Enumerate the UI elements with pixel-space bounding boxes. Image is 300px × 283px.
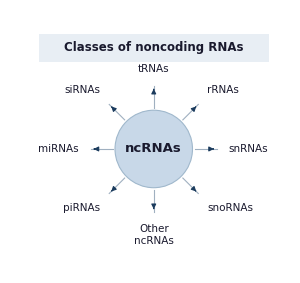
Text: ncRNAs: ncRNAs — [125, 142, 182, 155]
FancyBboxPatch shape — [39, 34, 269, 62]
Text: siRNAs: siRNAs — [64, 85, 100, 95]
Text: tRNAs: tRNAs — [138, 64, 169, 74]
Text: Other
ncRNAs: Other ncRNAs — [134, 224, 174, 246]
Text: snRNAs: snRNAs — [229, 144, 268, 154]
Text: piRNAs: piRNAs — [63, 203, 100, 213]
Circle shape — [115, 110, 193, 188]
Text: Classes of noncoding RNAs: Classes of noncoding RNAs — [64, 41, 244, 54]
Text: miRNAs: miRNAs — [38, 144, 79, 154]
Text: snoRNAs: snoRNAs — [207, 203, 253, 213]
Text: rRNAs: rRNAs — [207, 85, 239, 95]
